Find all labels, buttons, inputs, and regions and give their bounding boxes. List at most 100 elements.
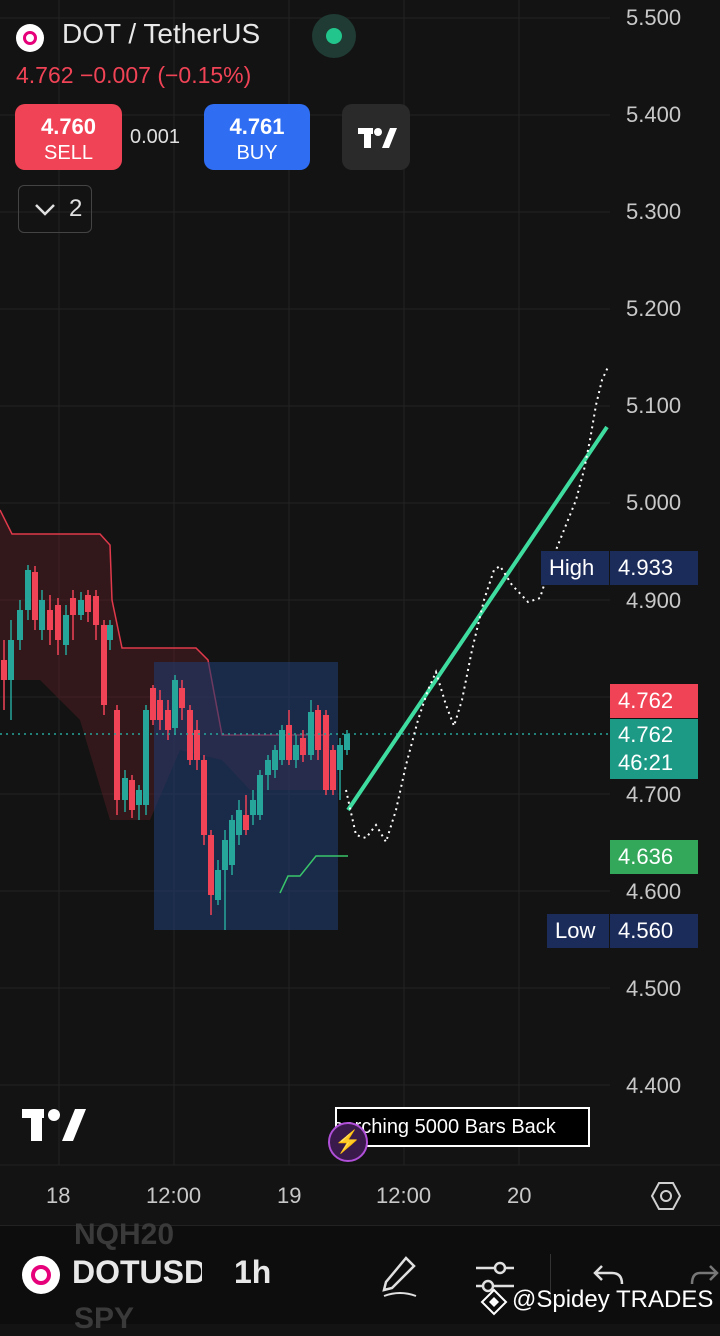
candle-body [201,760,207,835]
candle-body [25,570,31,610]
candle-body [243,815,249,830]
price-axis-label: 4.500 [626,976,682,1001]
watermark-text: @Spidey TRADES [512,1286,714,1313]
last-price-change: 4.762 −0.007 (−0.15%) [16,62,252,88]
time-axis-label: 18 [46,1183,71,1208]
pencil-icon[interactable] [380,1254,420,1303]
candle-body [107,625,113,640]
candle-body [165,710,171,730]
tradingview-logo-icon [20,1105,90,1145]
projection-path [345,366,609,845]
time-axis-label: 19 [277,1183,302,1208]
candle-body [300,738,306,755]
time-axis-label: 12:00 [376,1183,432,1208]
candle-body [194,730,200,760]
lightning-icon[interactable]: ⚡ [328,1122,368,1162]
candle-body [315,710,321,750]
current-price-tag: 4.762 46:21 [610,719,698,779]
candle-body [236,810,242,835]
candle-body [150,688,156,720]
candle-body [265,760,271,775]
candle-body [222,840,228,870]
candle-body [337,745,343,770]
candle-body [78,600,84,615]
price-axis-label: 4.600 [626,879,682,904]
ghost-symbol: NQH20 [74,1218,175,1251]
price-axis-label: 4.900 [626,588,682,613]
sell-label: SELL [44,142,93,164]
buy-button[interactable]: 4.761 BUY [204,104,310,170]
candle-body [39,600,45,630]
price-axis-label: 5.000 [626,490,682,515]
high-value: 4.933 [610,551,698,585]
status-dot-icon[interactable] [312,14,356,58]
redo-icon[interactable] [690,1260,720,1295]
price-axis-label: 5.400 [626,102,682,127]
candle-body [55,605,61,640]
tradingview-logo-icon [358,128,397,148]
polkadot-logo-icon [16,24,44,52]
sliders-icon[interactable] [474,1258,516,1303]
candle-body [17,610,23,640]
scanner-status: Searching 5000 Bars Back [335,1107,590,1147]
candle-body [32,572,38,620]
candle-body [93,596,99,625]
buy-label: BUY [236,142,278,164]
candle-body [129,780,135,810]
current-price-value: 4.762 [618,722,674,747]
low-label: Low [547,914,609,948]
chevron-down-icon [35,204,55,216]
candle-body [215,870,221,900]
candle-body [293,745,299,760]
low-value: 4.560 [610,914,698,948]
binance-logo-icon [480,1288,508,1316]
candle-body [47,610,53,630]
polkadot-logo-icon [22,1256,60,1294]
candle-body [187,710,193,760]
tradingview-button[interactable] [342,104,410,170]
bar-countdown: 46:21 [618,750,674,775]
symbol-button[interactable]: DOTUSD [72,1254,202,1290]
bottom-toolbar: NQH20 SPY DOTUSD 1h [0,1218,720,1335]
price-axis-label: 5.300 [626,199,682,224]
candle-body [272,750,278,770]
watermark: @Spidey TRADES [478,1284,720,1318]
price-axis-label: 5.200 [626,296,682,321]
last-price-tag: 4.762 [610,684,698,718]
high-label: High [541,551,609,585]
candle-body [279,730,285,760]
candle-body [308,712,314,755]
interval-button[interactable]: 1h [234,1254,272,1290]
sell-price: 4.760 [40,114,97,139]
candle-body [208,835,214,895]
support-line [279,855,348,894]
candle-body [229,820,235,865]
indicators-count: 2 [69,195,83,222]
support-level-tag: 4.636 [610,840,698,874]
price-axis-label: 4.700 [626,782,682,807]
price-axis-label: 5.500 [626,5,682,30]
time-axis-label: 12:00 [146,1183,202,1208]
candle-body [179,688,185,708]
price-axis-label: 4.400 [626,1073,682,1098]
candle-body [344,734,350,750]
symbol-title[interactable]: DOT / TetherUS [62,18,261,49]
ghost-symbol: SPY [74,1302,135,1335]
candle-body [85,595,91,612]
candle-body [286,725,292,760]
candle-body [136,790,142,805]
candle-body [1,660,7,680]
price-axis-label: 5.100 [626,393,682,418]
price-chart[interactable] [0,0,720,1225]
undo-icon[interactable] [592,1260,624,1295]
toolbar-divider [550,1254,551,1298]
buy-price: 4.761 [229,114,285,139]
candle-body [114,710,120,800]
candle-body [143,710,149,805]
spread-value: 0.001 [130,126,181,148]
candle-body [323,715,329,790]
candle-body [63,615,69,645]
sell-button[interactable]: 4.760 SELL [15,104,122,170]
settings-hexagon-icon[interactable] [650,1180,682,1212]
indicators-toggle[interactable]: 2 [18,185,92,233]
